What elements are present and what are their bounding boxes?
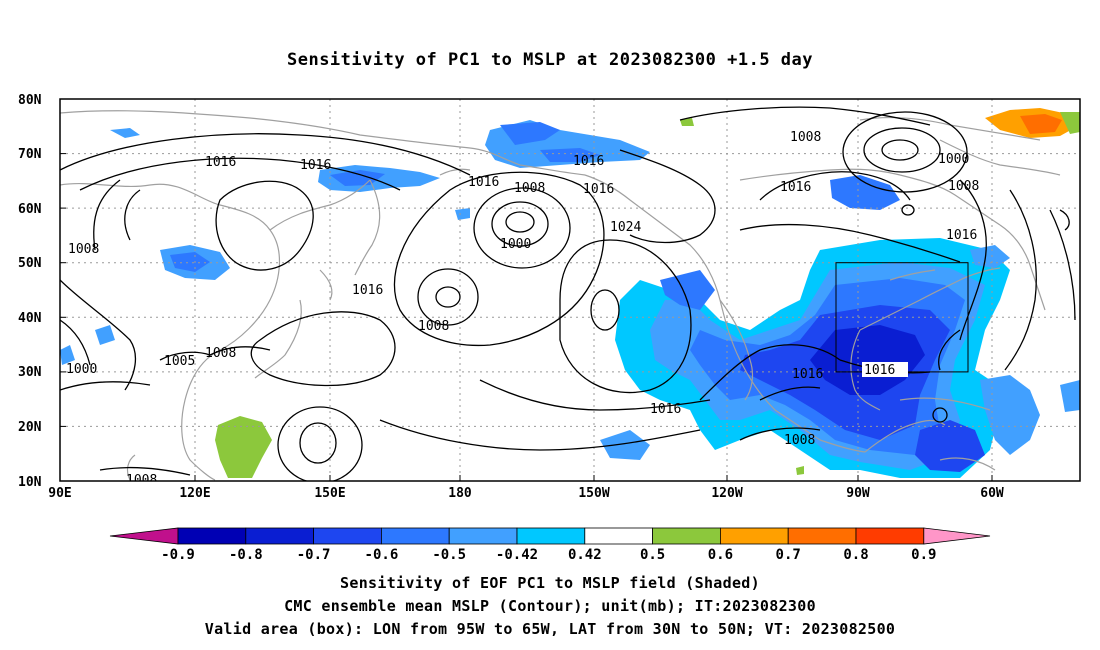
contour-label: 1000 [500, 237, 531, 252]
contour-label: 1016 [205, 155, 236, 170]
colorbar-label: 0.7 [776, 547, 801, 563]
contour-label: 1000 [938, 152, 969, 167]
mslp-contours [60, 106, 1076, 481]
contour-label: 1016 [300, 158, 331, 173]
contour-label: 1016 [792, 367, 823, 382]
contour-label: 1008 [784, 433, 815, 448]
colorbar-swatch [584, 527, 653, 545]
contour-label: 1000 [66, 362, 97, 377]
colorbar-label: -0.6 [365, 547, 399, 563]
contour-label: 1016 [864, 363, 895, 378]
lon-label: 60W [980, 486, 1004, 501]
contour-label: 1024 [610, 220, 641, 235]
lon-label: 120E [179, 486, 210, 501]
lon-label: 120W [711, 486, 742, 501]
contour-label-boxed: 1016 [862, 362, 908, 378]
colorbar-swatch [313, 527, 382, 545]
colorbar-label: 0.9 [911, 547, 936, 563]
lat-label: 30N [18, 365, 42, 380]
lat-label: 40N [18, 311, 42, 326]
colorbar-label: -0.5 [432, 547, 466, 563]
lon-label: 90E [48, 486, 71, 501]
colorbar-label: -0.9 [161, 547, 195, 563]
contour-label: 1008 [948, 179, 979, 194]
lat-axis: 80N 70N 60N 50N 40N 30N 20N 10N [18, 93, 66, 490]
colorbar: -0.9 -0.8 -0.7 -0.6 -0.5 -0.42 0.42 0.5 … [109, 527, 991, 563]
lon-axis: 90E 120E 150E 180 150W 120W 90W 60W [48, 475, 1004, 501]
colorbar-label: 0.42 [568, 547, 602, 563]
lat-label: 70N [18, 147, 42, 162]
colorbar-swatch [516, 527, 586, 545]
colorbar-swatch [787, 527, 857, 545]
lat-label: 50N [18, 256, 42, 271]
colorbar-swatch [177, 527, 247, 545]
caption-line-2: CMC ensemble mean MSLP (Contour); unit(m… [284, 597, 816, 615]
contour-label: 1008 [790, 130, 821, 145]
chart-title: Sensitivity of PC1 to MSLP at 2023082300… [286, 50, 813, 70]
colorbar-swatch [448, 527, 518, 545]
contour-label: 1016 [583, 182, 614, 197]
lat-label: 60N [18, 202, 42, 217]
contour-label: 1016 [468, 175, 499, 190]
colorbar-label: 0.5 [640, 547, 665, 563]
contour-label: 1005 [164, 354, 195, 369]
map-frame [59, 98, 1081, 482]
lon-label: 150W [578, 486, 609, 501]
colorbar-swatch [109, 527, 179, 545]
contour-label: 1016 [946, 228, 977, 243]
colorbar-swatch [923, 527, 991, 545]
lon-label: 90W [846, 486, 870, 501]
contour-label: 1016 [650, 402, 681, 417]
lat-label: 80N [18, 93, 42, 108]
colorbar-label: 0.8 [843, 547, 868, 563]
colorbar-label: -0.8 [229, 547, 263, 563]
contour-label: 1008 [514, 181, 545, 196]
caption-line-1: Sensitivity of EOF PC1 to MSLP field (Sh… [340, 574, 760, 592]
colorbar-swatch [380, 527, 450, 545]
caption-line-3: Valid area (box): LON from 95W to 65W, L… [204, 620, 896, 638]
contour-label: 1016 [573, 154, 604, 169]
contour-label: 1016 [780, 180, 811, 195]
colorbar-label: 0.6 [708, 547, 733, 563]
colorbar-swatch [652, 527, 721, 545]
shaded-positive-sensitivity [215, 108, 1080, 478]
colorbar-label: -0.42 [496, 547, 538, 563]
contour-labels: 1016 1016 1016 1016 1008 1000 1024 1016 … [66, 130, 979, 488]
lon-label: 150E [314, 486, 345, 501]
contour-label: 1008 [205, 346, 236, 361]
colorbar-swatch [245, 527, 315, 545]
contour-label: 1008 [126, 473, 157, 488]
lat-label: 20N [18, 420, 42, 435]
coastlines [60, 110, 1061, 481]
colorbar-swatch [720, 527, 789, 545]
contour-label: 1008 [418, 319, 449, 334]
contour-label: 1016 [352, 283, 383, 298]
colorbar-label: -0.7 [297, 547, 331, 563]
grid-lines [60, 99, 1080, 481]
lat-label: 10N [18, 475, 42, 490]
lon-label: 180 [448, 486, 472, 501]
colorbar-swatch [855, 527, 925, 545]
contour-label: 1008 [68, 242, 99, 257]
